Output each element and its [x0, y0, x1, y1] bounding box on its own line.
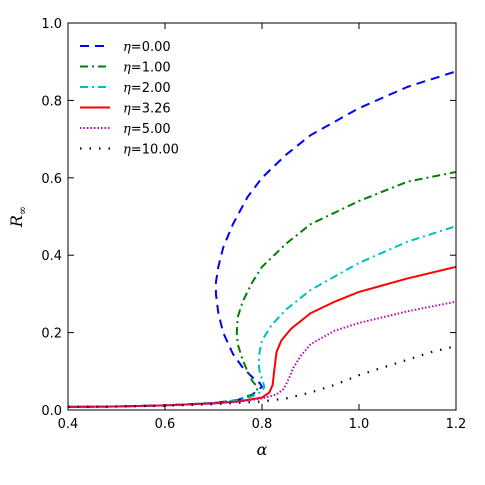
- x-tick-label: 0.8: [252, 417, 273, 432]
- legend-label-symbol: η: [123, 81, 131, 96]
- y-axis-label-subscript: ∞: [16, 206, 29, 215]
- legend-label-value: =10.00: [131, 143, 179, 158]
- legend-label-symbol: η: [123, 122, 131, 137]
- axis-ticks: 0.4 0.6 0.8 1.0 1.2 0.0 0.2 0.4 0.6 0.8 1.0: [41, 17, 466, 432]
- legend-label-symbol: η: [123, 61, 131, 76]
- x-tick-label: 1.2: [446, 417, 467, 432]
- legend-label-value: =2.00: [131, 81, 171, 96]
- y-tick-label: 0.8: [41, 94, 62, 109]
- y-tick-label: 0.0: [41, 404, 62, 419]
- legend-label: η=2.00: [123, 81, 171, 96]
- legend-label-symbol: η: [123, 143, 131, 158]
- series-line-eta-2-00: [68, 225, 456, 408]
- series-line-eta-3-26: [68, 265, 456, 408]
- legend-item: η=3.26: [80, 102, 171, 117]
- legend-label-value: =1.00: [131, 61, 171, 76]
- series-line-eta-0-00: [68, 70, 456, 408]
- legend-item: η=1.00: [80, 61, 171, 76]
- legend: η=0.00η=1.00η=2.00η=3.26η=5.00η=10.00: [80, 40, 179, 158]
- legend-label: η=1.00: [123, 61, 171, 76]
- legend-label: η=0.00: [123, 40, 171, 55]
- legend-label: η=5.00: [123, 122, 171, 137]
- legend-item: η=2.00: [80, 81, 171, 96]
- legend-label-value: =3.26: [131, 102, 171, 117]
- y-tick-label: 0.4: [41, 249, 62, 264]
- y-tick-label: 0.2: [41, 327, 62, 342]
- legend-label: η=10.00: [123, 143, 179, 158]
- plot-area: 0.4 0.6 0.8 1.0 1.2 0.0 0.2 0.4 0.6 0.8 1.0: [41, 17, 466, 432]
- legend-label-value: =0.00: [131, 40, 171, 55]
- series-line-eta-5-00: [68, 300, 456, 408]
- legend-item: η=10.00: [80, 143, 179, 158]
- y-tick-label: 0.6: [41, 172, 62, 187]
- legend-item: η=5.00: [80, 122, 171, 137]
- x-axis-label: α: [257, 440, 268, 459]
- legend-label: η=3.26: [123, 102, 171, 117]
- y-tick-label: 1.0: [41, 17, 62, 32]
- series-layer: [68, 70, 456, 408]
- legend-label-value: =5.00: [131, 122, 171, 137]
- y-axis-label: R∞: [7, 206, 29, 228]
- x-tick-label: 0.6: [155, 417, 176, 432]
- y-axis-label-base: R: [7, 215, 26, 228]
- x-tick-label: 1.0: [349, 417, 370, 432]
- legend-label-symbol: η: [123, 40, 131, 55]
- series-line-eta-1-00: [68, 171, 456, 408]
- legend-item: η=0.00: [80, 40, 171, 55]
- x-tick-label: 0.4: [58, 417, 79, 432]
- legend-label-symbol: η: [123, 102, 131, 117]
